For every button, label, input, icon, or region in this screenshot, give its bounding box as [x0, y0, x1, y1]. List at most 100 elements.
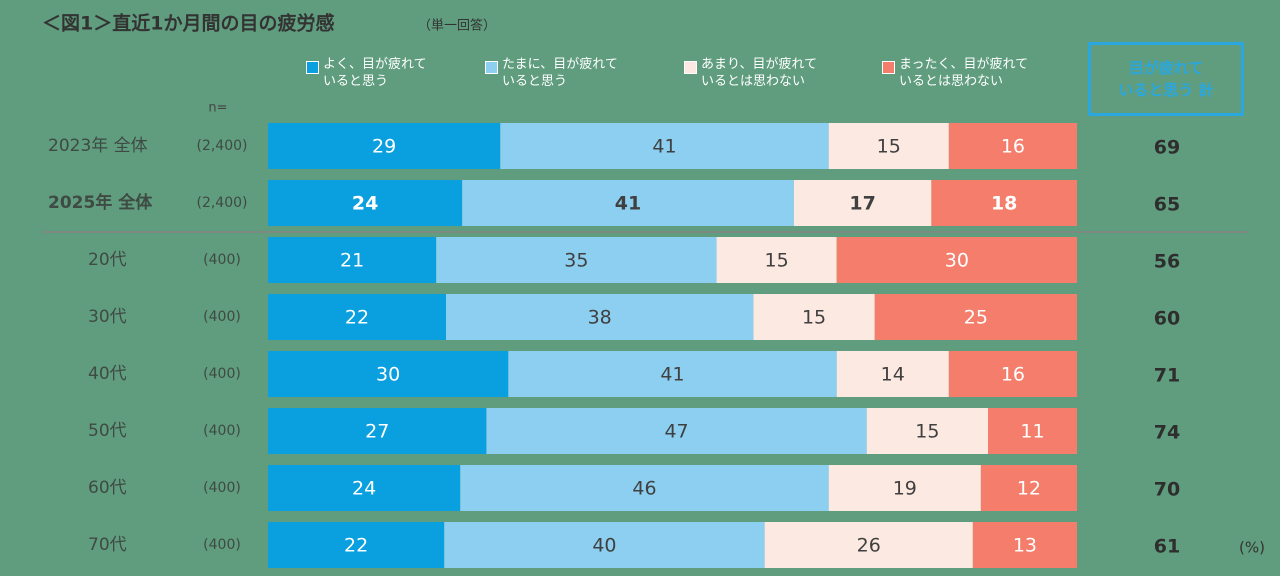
bar-segment: [793, 180, 932, 226]
n-label: (400): [203, 537, 241, 553]
bar-segment: [436, 237, 717, 283]
value-label: 46: [632, 478, 656, 500]
value-label: 17: [849, 193, 875, 215]
total-value: 56: [1154, 251, 1180, 273]
bar-segment: [268, 237, 437, 283]
n-label: (400): [203, 480, 241, 496]
value-label: 15: [765, 250, 789, 272]
bar-segment: [268, 180, 463, 226]
legend-label: よく、目が疲れて いると思う: [323, 57, 427, 89]
bar-segment: [268, 522, 445, 568]
bar-segment: [268, 465, 461, 511]
category-label: 50代: [88, 421, 127, 441]
bar-segment: [988, 408, 1077, 454]
value-label: 18: [991, 193, 1017, 215]
value-label: 30: [945, 250, 969, 272]
legend-label: たまに、目が疲れて いると思う: [502, 57, 618, 89]
bar-segment: [444, 522, 765, 568]
value-label: 13: [1013, 535, 1037, 557]
value-label: 22: [345, 307, 369, 329]
value-label: 22: [344, 535, 368, 557]
bar-segment: [268, 294, 446, 340]
bar-segment: [268, 351, 509, 397]
value-label: 14: [881, 364, 905, 386]
value-label: 16: [1001, 136, 1025, 158]
bar-segment: [828, 465, 981, 511]
bar-segment: [828, 123, 949, 169]
value-label: 26: [857, 535, 881, 557]
bar-segment: [462, 180, 794, 226]
total-value: 65: [1154, 194, 1180, 216]
total-value: 60: [1154, 308, 1180, 330]
total-value: 69: [1154, 137, 1180, 159]
value-label: 15: [802, 307, 826, 329]
value-label: 15: [877, 136, 901, 158]
category-label: 60代: [88, 478, 127, 498]
bar-segment: [931, 180, 1077, 226]
n-header: n=: [208, 101, 227, 116]
chart-subtitle: （単一回答）: [418, 18, 496, 34]
value-label: 30: [376, 364, 400, 386]
n-label: (2,400): [196, 195, 247, 211]
legend-label: まったく、目が疲れて いるとは思わない: [899, 57, 1029, 89]
value-label: 41: [660, 364, 684, 386]
category-label: 2023年 全体: [48, 136, 148, 156]
bar-segment: [445, 294, 754, 340]
n-label: (2,400): [196, 138, 247, 154]
bar-segment: [980, 465, 1077, 511]
legend-item: あまり、目が疲れて いるとは思わない: [684, 56, 817, 90]
value-label: 35: [564, 250, 588, 272]
legend-swatch: [684, 61, 697, 74]
bar-segment: [753, 294, 875, 340]
category-label: 2025年 全体: [48, 192, 153, 213]
bar-segment: [508, 351, 837, 397]
value-label: 12: [1017, 478, 1041, 500]
value-label: 15: [915, 421, 939, 443]
legend-item: まったく、目が疲れて いるとは思わない: [882, 56, 1028, 90]
n-label: (400): [203, 252, 241, 268]
legend-item: よく、目が疲れて いると思う: [306, 56, 427, 90]
value-label: 11: [1020, 421, 1044, 443]
bar-segment: [716, 237, 837, 283]
bar-segment: [764, 522, 973, 568]
bar-segment: [500, 123, 829, 169]
value-label: 24: [352, 478, 376, 500]
bar-segment: [866, 408, 989, 454]
total-value: 70: [1154, 479, 1180, 501]
total-value: 71: [1154, 365, 1180, 387]
total-value: 74: [1154, 422, 1180, 444]
unit-label: (%): [1239, 539, 1265, 557]
n-label: (400): [203, 309, 241, 325]
value-label: 38: [588, 307, 612, 329]
value-label: 41: [652, 136, 676, 158]
total-value: 61: [1154, 536, 1180, 558]
bar-segment: [268, 408, 487, 454]
legend-swatch: [882, 61, 895, 74]
totals-header: 目が疲れて いると思う 計: [1088, 42, 1244, 116]
category-label: 30代: [88, 307, 127, 327]
legend-label: あまり、目が疲れて いるとは思わない: [701, 57, 818, 89]
bar-segment: [948, 351, 1077, 397]
legend-swatch: [306, 61, 319, 74]
bar-segment: [486, 408, 867, 454]
value-label: 40: [592, 535, 616, 557]
bar-segment: [836, 237, 1077, 283]
category-label: 40代: [88, 364, 127, 384]
category-label: 70代: [88, 535, 127, 555]
legend-item: たまに、目が疲れて いると思う: [485, 56, 618, 90]
bar-segment: [836, 351, 949, 397]
bar-segment: [460, 465, 829, 511]
value-label: 24: [352, 193, 378, 215]
n-label: (400): [203, 366, 241, 382]
n-label: (400): [203, 423, 241, 439]
bar-segment: [972, 522, 1077, 568]
bar-segment: [874, 294, 1077, 340]
bar-segment: [268, 123, 501, 169]
value-label: 29: [372, 136, 396, 158]
value-label: 47: [664, 421, 688, 443]
value-label: 27: [365, 421, 389, 443]
value-label: 21: [340, 250, 364, 272]
chart-title: ＜図1＞直近1か月間の目の疲労感: [42, 12, 334, 35]
value-label: 16: [1001, 364, 1025, 386]
